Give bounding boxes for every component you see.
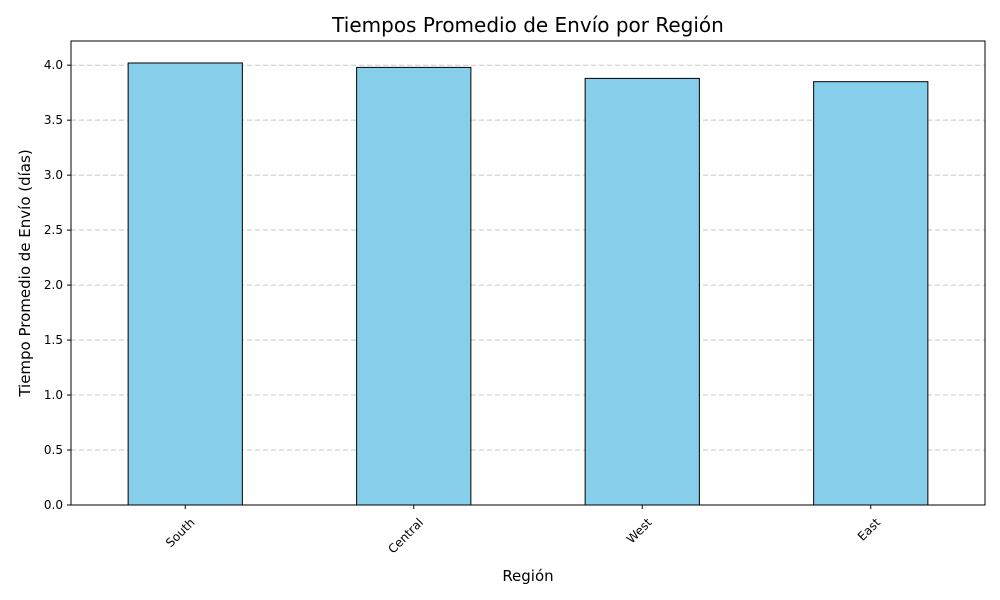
y-axis-label: Tiempo Promedio de Envío (días)	[16, 149, 34, 397]
x-tick-label: South	[163, 515, 198, 550]
x-axis-ticks: South Central West East	[163, 505, 883, 556]
x-tick-label: Central	[385, 515, 426, 556]
bar-south	[127, 62, 243, 506]
chart-title: Tiempos Promedio de Envío por Región	[331, 13, 724, 37]
y-tick-label: 0.5	[44, 443, 63, 457]
bars	[127, 62, 929, 506]
x-tick-label: West	[624, 515, 655, 546]
y-tick-label: 2.0	[44, 278, 63, 292]
y-tick-label: 1.5	[44, 333, 63, 347]
plot-frame	[70, 40, 986, 506]
y-tick-label: 3.0	[44, 168, 63, 182]
y-tick-label: 4.0	[44, 58, 63, 72]
y-tick-label: 0.0	[44, 498, 63, 512]
y-tick-label: 2.5	[44, 223, 63, 237]
y-tick-label: 1.0	[44, 388, 63, 402]
bar-central	[356, 66, 472, 506]
y-axis-ticks: 0.0 0.5 1.0 1.5 2.0 2.5 3.0 3.5 4.0	[44, 58, 71, 512]
y-tick-label: 3.5	[44, 113, 63, 127]
x-axis-label: Región	[502, 567, 553, 585]
bar-east	[813, 81, 929, 506]
bar-west	[584, 77, 700, 506]
x-tick-label: East	[855, 515, 883, 543]
